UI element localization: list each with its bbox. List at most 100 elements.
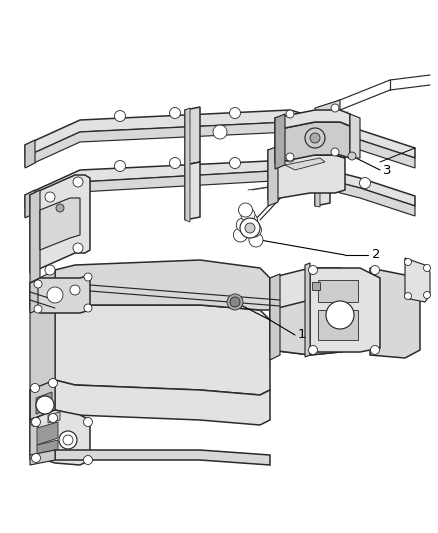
Polygon shape — [275, 114, 285, 169]
Polygon shape — [30, 450, 55, 465]
Circle shape — [300, 167, 311, 179]
Circle shape — [326, 301, 354, 329]
Circle shape — [320, 145, 330, 155]
Polygon shape — [30, 190, 40, 283]
Circle shape — [331, 148, 339, 156]
Polygon shape — [55, 260, 270, 310]
Polygon shape — [36, 392, 52, 414]
Circle shape — [114, 160, 126, 172]
Circle shape — [49, 378, 57, 387]
Circle shape — [286, 110, 294, 118]
Polygon shape — [275, 110, 350, 130]
Polygon shape — [30, 410, 90, 465]
Polygon shape — [37, 440, 58, 462]
Polygon shape — [268, 146, 278, 206]
Circle shape — [371, 265, 379, 274]
Circle shape — [371, 345, 379, 354]
Circle shape — [310, 133, 320, 143]
Circle shape — [49, 414, 57, 423]
Circle shape — [405, 259, 411, 265]
Polygon shape — [25, 170, 415, 217]
Circle shape — [424, 264, 431, 271]
Circle shape — [32, 417, 40, 426]
Polygon shape — [48, 412, 60, 423]
Circle shape — [227, 294, 243, 310]
Circle shape — [73, 243, 83, 253]
Circle shape — [230, 108, 240, 118]
Polygon shape — [285, 158, 325, 170]
Circle shape — [32, 454, 40, 463]
Polygon shape — [30, 270, 55, 390]
Circle shape — [285, 152, 295, 162]
Circle shape — [45, 265, 55, 275]
Circle shape — [114, 110, 126, 122]
Circle shape — [84, 456, 92, 464]
Circle shape — [233, 228, 247, 242]
Circle shape — [244, 213, 258, 227]
Polygon shape — [55, 380, 270, 425]
Polygon shape — [185, 107, 200, 165]
Polygon shape — [268, 155, 345, 200]
Polygon shape — [270, 274, 280, 360]
Polygon shape — [25, 140, 35, 168]
Circle shape — [59, 431, 77, 449]
Polygon shape — [305, 263, 310, 357]
Circle shape — [45, 192, 55, 202]
Text: 1: 1 — [298, 328, 307, 342]
Circle shape — [84, 273, 92, 281]
Polygon shape — [30, 175, 90, 273]
Polygon shape — [315, 170, 330, 206]
Circle shape — [170, 108, 180, 118]
Circle shape — [84, 304, 92, 312]
Polygon shape — [318, 310, 358, 340]
Circle shape — [230, 157, 240, 168]
Circle shape — [249, 233, 263, 247]
Circle shape — [300, 117, 311, 128]
Circle shape — [405, 293, 411, 300]
Polygon shape — [315, 100, 340, 118]
Circle shape — [34, 280, 42, 288]
Polygon shape — [30, 380, 55, 420]
Polygon shape — [315, 116, 320, 207]
Circle shape — [70, 285, 80, 295]
Circle shape — [240, 218, 260, 238]
Polygon shape — [40, 198, 80, 250]
Polygon shape — [185, 108, 190, 222]
Circle shape — [360, 177, 371, 189]
Polygon shape — [370, 268, 420, 358]
Circle shape — [308, 265, 318, 274]
Circle shape — [239, 203, 253, 217]
Text: 2: 2 — [372, 248, 381, 262]
Circle shape — [241, 208, 255, 222]
Polygon shape — [30, 280, 38, 313]
Circle shape — [56, 204, 64, 212]
Circle shape — [305, 128, 325, 148]
Circle shape — [34, 305, 42, 313]
Circle shape — [31, 384, 39, 392]
Circle shape — [47, 287, 63, 303]
Circle shape — [286, 153, 294, 161]
Circle shape — [424, 292, 431, 298]
Circle shape — [63, 435, 73, 445]
Polygon shape — [275, 122, 350, 163]
Polygon shape — [315, 115, 330, 173]
Circle shape — [230, 297, 240, 307]
Polygon shape — [37, 422, 58, 445]
Circle shape — [348, 152, 356, 160]
Polygon shape — [55, 305, 270, 395]
Circle shape — [245, 223, 255, 233]
Polygon shape — [405, 258, 430, 302]
Polygon shape — [30, 417, 38, 460]
Polygon shape — [185, 162, 200, 220]
Polygon shape — [30, 275, 90, 313]
Polygon shape — [312, 282, 320, 290]
Circle shape — [36, 396, 54, 414]
Polygon shape — [268, 142, 345, 163]
Polygon shape — [270, 268, 370, 355]
Text: 3: 3 — [383, 164, 392, 176]
Polygon shape — [25, 160, 415, 207]
Polygon shape — [55, 450, 270, 465]
Circle shape — [170, 157, 180, 168]
Circle shape — [331, 104, 339, 112]
Circle shape — [73, 177, 83, 187]
